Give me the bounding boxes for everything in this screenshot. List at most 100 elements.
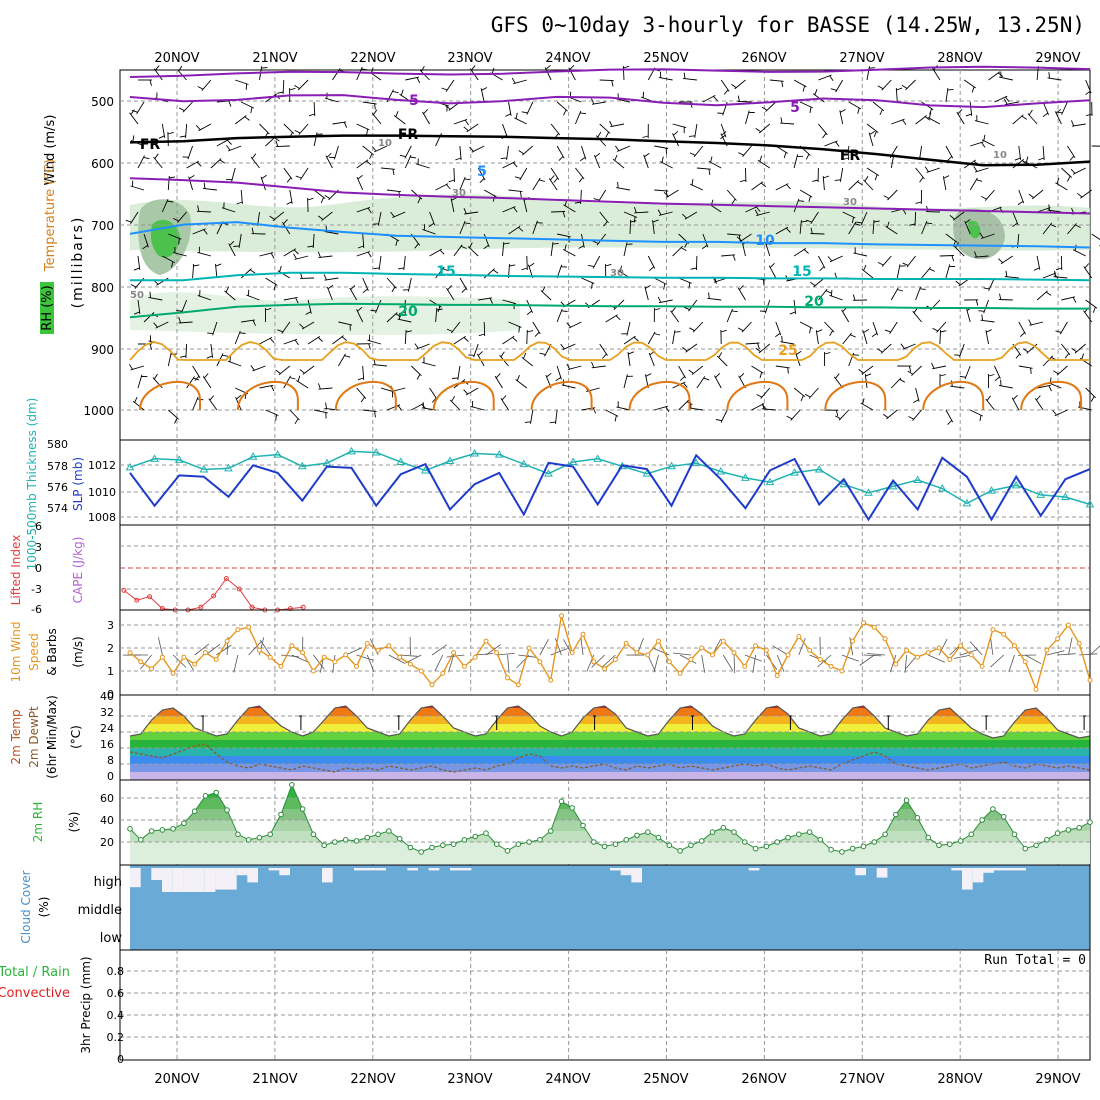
wind-barb: [1061, 101, 1068, 115]
wind10m-speed-point: [1055, 636, 1061, 642]
wind-barb-flag: [814, 89, 818, 95]
wind-barb: [1018, 321, 1026, 335]
wind-barb: [720, 79, 730, 92]
wind-barb-flag: [452, 377, 459, 379]
wind-barb-flag: [323, 274, 327, 281]
wind-barb: [939, 255, 954, 257]
lifted-index-point: [211, 593, 217, 599]
wind-barb-flag: [947, 420, 953, 425]
wind-barb: [494, 375, 503, 389]
wind-barb-flag: [971, 86, 975, 93]
wind10m-barb: [369, 638, 379, 656]
rh2m-point: [634, 832, 640, 839]
wind-barb: [557, 233, 571, 238]
rh2m-point: [418, 849, 425, 855]
wind-barb: [860, 402, 874, 411]
wind-barb: [891, 118, 905, 125]
wind-barb: [672, 245, 683, 257]
wind-barb-flag: [907, 370, 914, 375]
slp-tick: 1008: [88, 511, 116, 524]
thickness-grid: [120, 440, 1090, 525]
wind-barb-flag: [857, 181, 863, 186]
cloud-clear-bar: [247, 868, 258, 883]
cloud-clear-bar: [375, 868, 386, 871]
dewpoint2m-line: [129, 743, 1091, 773]
wind-barb: [895, 87, 898, 103]
wind-barb: [974, 167, 989, 173]
wind-barb-flag: [901, 84, 908, 89]
wind-barb-flag: [366, 160, 372, 166]
wind-barb-flag: [981, 314, 984, 321]
wind-barb-flag: [988, 374, 995, 377]
wind-barb-flag: [663, 283, 666, 290]
wind-barb-flag: [566, 363, 571, 370]
wind-barb: [953, 245, 965, 257]
wind10m-barb: [172, 654, 187, 668]
rh2m-point: [364, 834, 371, 841]
wind-barb: [483, 189, 497, 198]
wind-barb: [945, 145, 954, 159]
wind-barb-flag: [317, 215, 324, 220]
wind-barb: [466, 123, 479, 133]
wind-barb: [500, 398, 509, 411]
wind-barb: [313, 189, 326, 199]
wind-barb-flag: [754, 209, 759, 216]
rh2m-point: [914, 815, 921, 821]
wind-barb-flag: [215, 263, 222, 267]
wind-barb: [326, 286, 333, 301]
wind10m-barb: [434, 654, 444, 672]
wind-barb-flag: [617, 181, 619, 189]
wind10m-barb: [990, 654, 1004, 668]
wind-barb-flag: [481, 87, 488, 91]
wind10m-speed-point: [893, 661, 899, 667]
isotherm-15-line: [130, 271, 1091, 282]
rh2m-point: [547, 828, 554, 834]
wind-barb: [726, 189, 737, 201]
wind-barb: [1067, 145, 1076, 159]
wind10m-barb: [1089, 645, 1100, 656]
wind-barb-flag: [943, 175, 950, 179]
wind-barb: [278, 365, 291, 376]
wind-barb-flag: [611, 80, 614, 87]
temperature-label: Temperature (°C): [43, 159, 58, 272]
wind-barb-flag: [193, 264, 200, 267]
wind-barb-flag: [399, 154, 406, 158]
wind-barb-flag: [873, 220, 880, 223]
contour-label: 10: [755, 233, 775, 249]
wind-tick: 3: [107, 619, 114, 632]
wind-barb: [502, 206, 516, 213]
wind-barb-flag: [597, 131, 602, 138]
wind-barb: [259, 123, 270, 135]
wind-barb-flag: [524, 421, 531, 423]
wind-barb: [824, 140, 838, 147]
contour-label: 50: [130, 290, 144, 301]
wind-barb-flag: [362, 288, 368, 294]
wind-barb: [652, 220, 655, 235]
rh2m-point: [170, 826, 176, 832]
thickness-marker: [322, 458, 332, 467]
li-tick: -6: [31, 603, 42, 616]
wind-barb-flag: [371, 146, 377, 152]
wind-barb-flag: [308, 113, 315, 117]
wind-barb: [137, 255, 141, 270]
wind-barb: [314, 409, 328, 414]
wind-barb: [716, 355, 728, 367]
wind-barb: [741, 321, 752, 333]
thickness-tick: 580: [47, 438, 68, 451]
wind-barb: [1011, 397, 1020, 411]
cape-grid: [120, 525, 1090, 610]
isotherm-30-loop: [726, 381, 789, 411]
wind-barb: [678, 399, 689, 411]
wind-barb: [421, 361, 436, 367]
wind-barb-flag: [236, 201, 243, 205]
wind-barb: [241, 101, 254, 109]
wind10m-speed-point: [440, 670, 446, 676]
wind-barb-flag: [441, 87, 448, 91]
wind-barb: [161, 199, 169, 213]
wind-barb: [459, 176, 466, 191]
rh-tick: 40: [100, 814, 114, 827]
wind-barb: [689, 407, 703, 411]
rh2m-label: 2m RH: [31, 802, 45, 843]
wind-barb-flag: [500, 351, 505, 357]
wind10m-barb: [194, 643, 210, 656]
